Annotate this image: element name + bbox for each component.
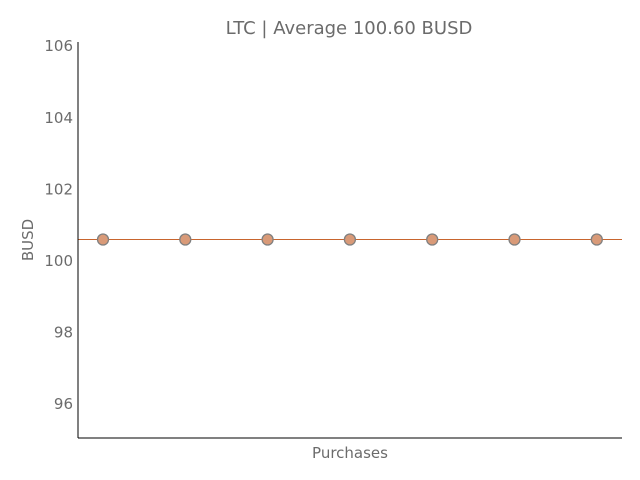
x-axis-label: Purchases	[312, 444, 388, 462]
y-axis-ticks: 96 98 100 102 104 106	[44, 37, 73, 413]
data-point	[261, 233, 274, 246]
data-point	[426, 233, 439, 246]
data-point	[590, 233, 603, 246]
y-tick-label: 104	[44, 109, 73, 127]
data-point	[96, 233, 110, 246]
y-tick-label: 96	[54, 395, 73, 413]
data-point	[508, 233, 521, 246]
data-point	[343, 233, 357, 246]
y-tick-label: 100	[44, 252, 73, 270]
data-point	[179, 233, 192, 246]
y-tick-label: 98	[54, 324, 73, 342]
y-axis-label: BUSD	[19, 219, 37, 261]
y-tick-label: 106	[44, 37, 73, 55]
chart-title: LTC | Average 100.60 BUSD	[226, 18, 473, 39]
data-points	[96, 233, 603, 246]
y-tick-label: 102	[44, 180, 73, 198]
